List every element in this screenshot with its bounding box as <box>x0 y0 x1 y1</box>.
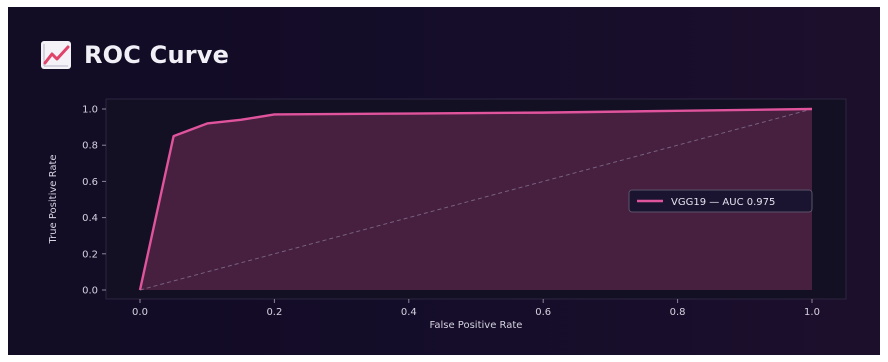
x-tick-label: 0.8 <box>670 307 686 318</box>
x-tick-label: 0.2 <box>266 307 282 318</box>
chart-card: ROC Curve 0.0 0.2 0.4 0.6 0.8 1.0 0.0 0.2 0.4 0.6… <box>8 7 880 355</box>
y-tick-label: 0.8 <box>82 141 98 152</box>
y-tick-label: 0.2 <box>82 249 98 260</box>
legend-label: VGG19 — AUC 0.975 <box>671 197 775 208</box>
x-tick-label: 0.6 <box>535 307 551 318</box>
x-axis-label: False Positive Rate <box>430 320 523 331</box>
y-tick-label: 0.6 <box>82 177 98 188</box>
x-tick-label: 0.0 <box>132 307 148 318</box>
x-tick-label: 1.0 <box>804 307 820 318</box>
y-axis-label: True Positive Rate <box>48 154 59 244</box>
roc-chart: 0.0 0.2 0.4 0.6 0.8 1.0 0.0 0.2 0.4 0.6 0.8 1.0 Fal… <box>8 7 880 355</box>
y-tick-label: 1.0 <box>82 105 98 116</box>
y-tick-label: 0.0 <box>82 286 98 297</box>
x-tick-label: 0.4 <box>401 307 417 318</box>
y-tick-label: 0.4 <box>82 213 98 224</box>
